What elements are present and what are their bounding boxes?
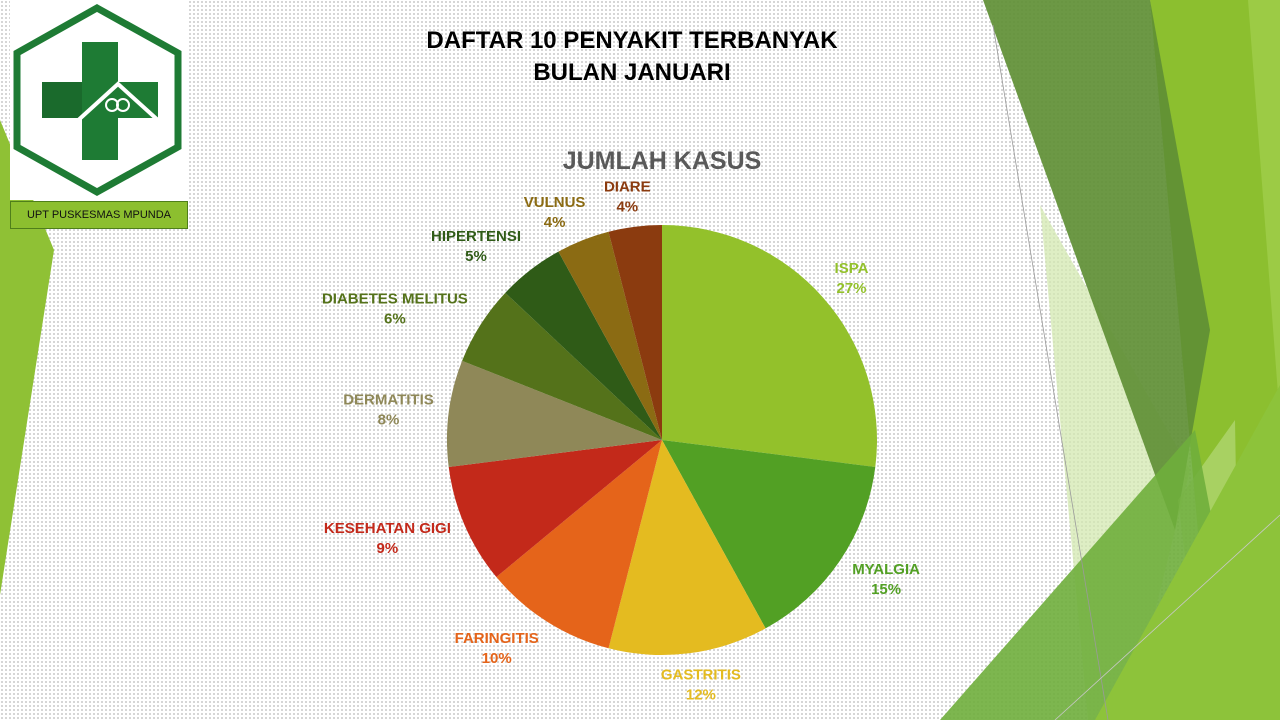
data-label-category-diare: DIARE: [604, 178, 651, 195]
pie-slice-dermatitis: [447, 360, 662, 467]
data-label-value-hipertensi: 5%: [465, 248, 487, 265]
data-label-hipertensi: HIPERTENSI 5%: [431, 228, 521, 265]
pie-slice-faringitis: [496, 440, 662, 649]
data-label-dermatitis: DERMATITIS 8%: [343, 392, 434, 429]
data-label-value-kesehatan-gigi: 9%: [377, 540, 399, 557]
logo-cross-left-arm: [42, 82, 82, 118]
data-label-kesehatan-gigi: KESEHATAN GIGI 9%: [324, 520, 451, 557]
logo-house-roof: [72, 81, 162, 126]
pie-data-labels: ISPA 27% MYALGIA 15% GASTRITIS 12% FARINGITIS 1…: [322, 178, 920, 703]
pie-slices: [447, 225, 877, 656]
data-label-category-ispa: ISPA: [835, 260, 869, 277]
pie-slice-vulnus: [558, 231, 662, 440]
bottom-bright-facet: [1095, 385, 1280, 720]
data-label-myalgia: MYALGIA 15%: [852, 561, 920, 598]
data-label-category-myalgia: MYALGIA: [852, 561, 920, 578]
data-label-category-diabetes-melitus: DIABETES MELITUS: [322, 291, 468, 308]
slide-title: DAFTAR 10 PENYAKIT TERBANYAK BULAN JANUA…: [332, 25, 932, 89]
right-dark-facet: [983, 0, 1210, 530]
pie-slice-ispa: [662, 225, 877, 467]
data-label-value-ispa: 27%: [836, 280, 866, 297]
data-label-category-kesehatan-gigi: KESEHATAN GIGI: [324, 520, 451, 537]
data-label-category-hipertensi: HIPERTENSI: [431, 228, 521, 245]
pie-slice-myalgia: [662, 440, 876, 629]
data-label-vulnus: VULNUS 4%: [524, 194, 586, 231]
data-label-value-dermatitis: 8%: [378, 412, 400, 429]
data-label-category-gastritis: GASTRITIS: [661, 667, 741, 684]
pie-slice-kesehatan-gigi: [448, 440, 662, 578]
data-label-category-faringitis: FARINGITIS: [455, 630, 539, 647]
pie-slice-gastritis: [608, 440, 766, 656]
facet-line-2: [1054, 514, 1280, 720]
left-green-facet: [0, 120, 54, 595]
data-label-value-diare: 4%: [616, 198, 638, 215]
data-label-gastritis: GASTRITIS 12%: [661, 667, 741, 704]
data-label-category-dermatitis: DERMATITIS: [343, 392, 434, 409]
puskesmas-logo-icon: [13, 3, 182, 197]
data-label-value-faringitis: 10%: [482, 650, 512, 667]
data-label-diabetes-melitus: DIABETES MELITUS 6%: [322, 291, 468, 328]
logo-caption: UPT PUSKESMAS MPUNDA: [10, 201, 188, 229]
pie-slice-diabetes-melitus: [462, 292, 662, 440]
data-label-value-myalgia: 15%: [871, 581, 901, 598]
data-label-value-gastritis: 12%: [686, 687, 716, 704]
data-label-diare: DIARE 4%: [604, 178, 651, 215]
chart-title: JUMLAH KASUS: [563, 147, 762, 175]
right-light-facet: [1248, 0, 1280, 420]
data-label-ispa: ISPA 27%: [835, 260, 869, 297]
pie-slice-diare: [608, 225, 662, 440]
data-label-category-vulnus: VULNUS: [524, 194, 586, 211]
slide-title-line-2: BULAN JANUARI: [533, 59, 731, 86]
pie-slice-hipertensi: [505, 251, 662, 440]
data-label-faringitis: FARINGITIS 10%: [455, 630, 539, 667]
slide-title-line-1: DAFTAR 10 PENYAKIT TERBANYAK: [426, 27, 838, 54]
data-label-value-vulnus: 4%: [544, 214, 566, 231]
logo-ring-right: [116, 98, 130, 112]
facet-line-1: [992, 24, 1109, 720]
puskesmas-logo: [10, 0, 188, 200]
data-label-value-diabetes-melitus: 6%: [384, 311, 406, 328]
